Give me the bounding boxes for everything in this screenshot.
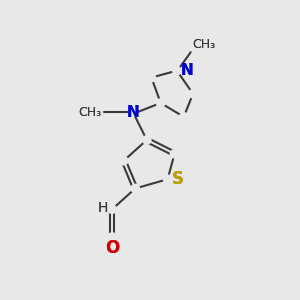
- Text: N: N: [180, 63, 193, 78]
- Circle shape: [164, 175, 172, 183]
- Text: CH₃: CH₃: [193, 38, 216, 51]
- Text: S: S: [172, 170, 184, 188]
- Text: O: O: [105, 239, 119, 257]
- Circle shape: [189, 90, 197, 98]
- Circle shape: [143, 136, 151, 144]
- Text: N: N: [127, 105, 139, 120]
- Text: CH₃: CH₃: [79, 106, 102, 119]
- Text: S: S: [172, 170, 184, 188]
- Text: N: N: [180, 63, 193, 78]
- Text: H: H: [97, 201, 108, 215]
- Circle shape: [173, 67, 181, 75]
- Text: H: H: [97, 201, 108, 215]
- Circle shape: [131, 184, 140, 193]
- Circle shape: [129, 108, 137, 116]
- Circle shape: [170, 150, 179, 158]
- Text: CH₃: CH₃: [193, 38, 216, 51]
- Circle shape: [108, 205, 116, 213]
- Circle shape: [108, 233, 116, 241]
- Text: O: O: [105, 239, 119, 257]
- Circle shape: [157, 99, 165, 107]
- Circle shape: [147, 74, 156, 82]
- Circle shape: [120, 157, 128, 165]
- Circle shape: [180, 113, 188, 121]
- Text: N: N: [127, 105, 139, 120]
- Text: CH₃: CH₃: [79, 106, 102, 119]
